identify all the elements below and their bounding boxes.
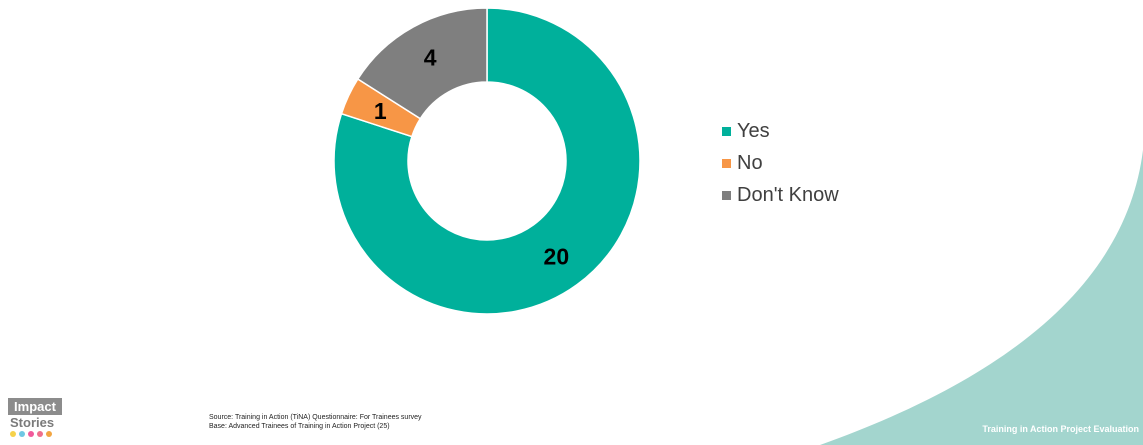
logo-dot-3 [28, 431, 34, 437]
logo-dot-2 [19, 431, 25, 437]
logo-dot-4 [37, 431, 43, 437]
legend-label-dont-know: Don't Know [737, 183, 839, 206]
legend-item-yes: Yes [722, 115, 839, 147]
slice-dont-know [356, 7, 488, 120]
logo-line-impact: Impact [8, 398, 62, 415]
chart-legend: Yes No Don't Know [722, 115, 839, 211]
base-line: Base: Advanced Trainees of Training in A… [209, 423, 390, 430]
source-note: Source: Training in Action (TiNA) Questi… [209, 413, 422, 431]
donut-slices [333, 7, 641, 315]
legend-item-no: No [722, 147, 839, 179]
source-line: Source: Training in Action (TiNA) Questi… [209, 414, 422, 421]
legend-label-no: No [737, 151, 763, 174]
legend-swatch-yes [722, 126, 731, 136]
legend-label-yes: Yes [737, 119, 770, 142]
legend-swatch-dont-know [722, 190, 731, 200]
slice-yes [333, 7, 641, 315]
footer-title: Training in Action Project Evaluation [982, 424, 1139, 434]
data-label-dont-know: 4 [424, 45, 437, 71]
logo-dot-5 [46, 431, 52, 437]
legend-swatch-no [722, 158, 731, 168]
legend-item-dont-know: Don't Know [722, 179, 839, 211]
logo-dot-1 [10, 431, 16, 437]
data-label-no: 1 [374, 98, 387, 124]
impact-stories-logo: Impact Stories [8, 398, 64, 440]
logo-dots [10, 431, 52, 437]
data-label-yes: 20 [544, 243, 570, 269]
logo-line-stories: Stories [10, 415, 55, 430]
